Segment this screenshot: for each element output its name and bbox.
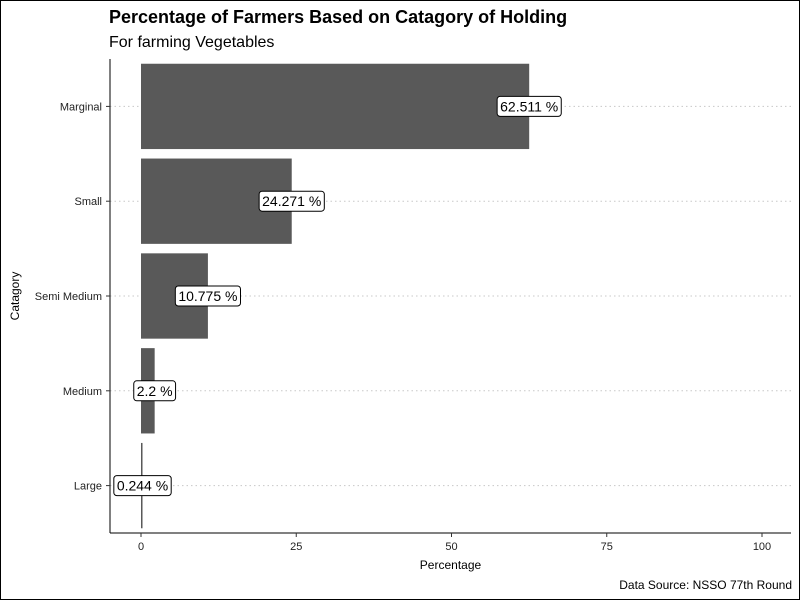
x-tick-label: 75 <box>601 541 613 553</box>
x-tick-label: 100 <box>753 541 771 553</box>
data-label-box <box>133 380 177 402</box>
data-label: 10.775 % <box>178 288 237 304</box>
x-tick-label: 25 <box>290 541 302 553</box>
y-tick-label: Marginal <box>60 101 102 113</box>
data-label: 2.2 % <box>137 383 173 399</box>
chart-title: Percentage of Farmers Based on Catagory … <box>109 7 568 27</box>
y-tick-label: Small <box>74 196 102 208</box>
y-tick-label: Large <box>74 481 102 493</box>
chart-subtitle: For farming Vegetables <box>109 34 275 51</box>
x-tick-label: 50 <box>445 541 457 553</box>
y-axis-title: Catagory <box>8 272 22 321</box>
bar <box>141 63 530 150</box>
data-label-box <box>174 285 241 307</box>
data-label-box <box>496 95 562 117</box>
data-label: 62.511 % <box>500 98 558 114</box>
x-tick-label: 0 <box>138 541 144 553</box>
y-tick-label: Medium <box>63 386 102 398</box>
data-label-box <box>113 475 172 497</box>
data-label: 0.244 % <box>117 478 168 494</box>
x-axis-title: Percentage <box>420 558 482 572</box>
chart-caption: Data Source: NSSO 77th Round <box>619 578 792 592</box>
data-label: 24.271 % <box>262 193 321 209</box>
y-tick-label: Semi Medium <box>35 291 102 303</box>
data-label-box <box>258 190 325 212</box>
